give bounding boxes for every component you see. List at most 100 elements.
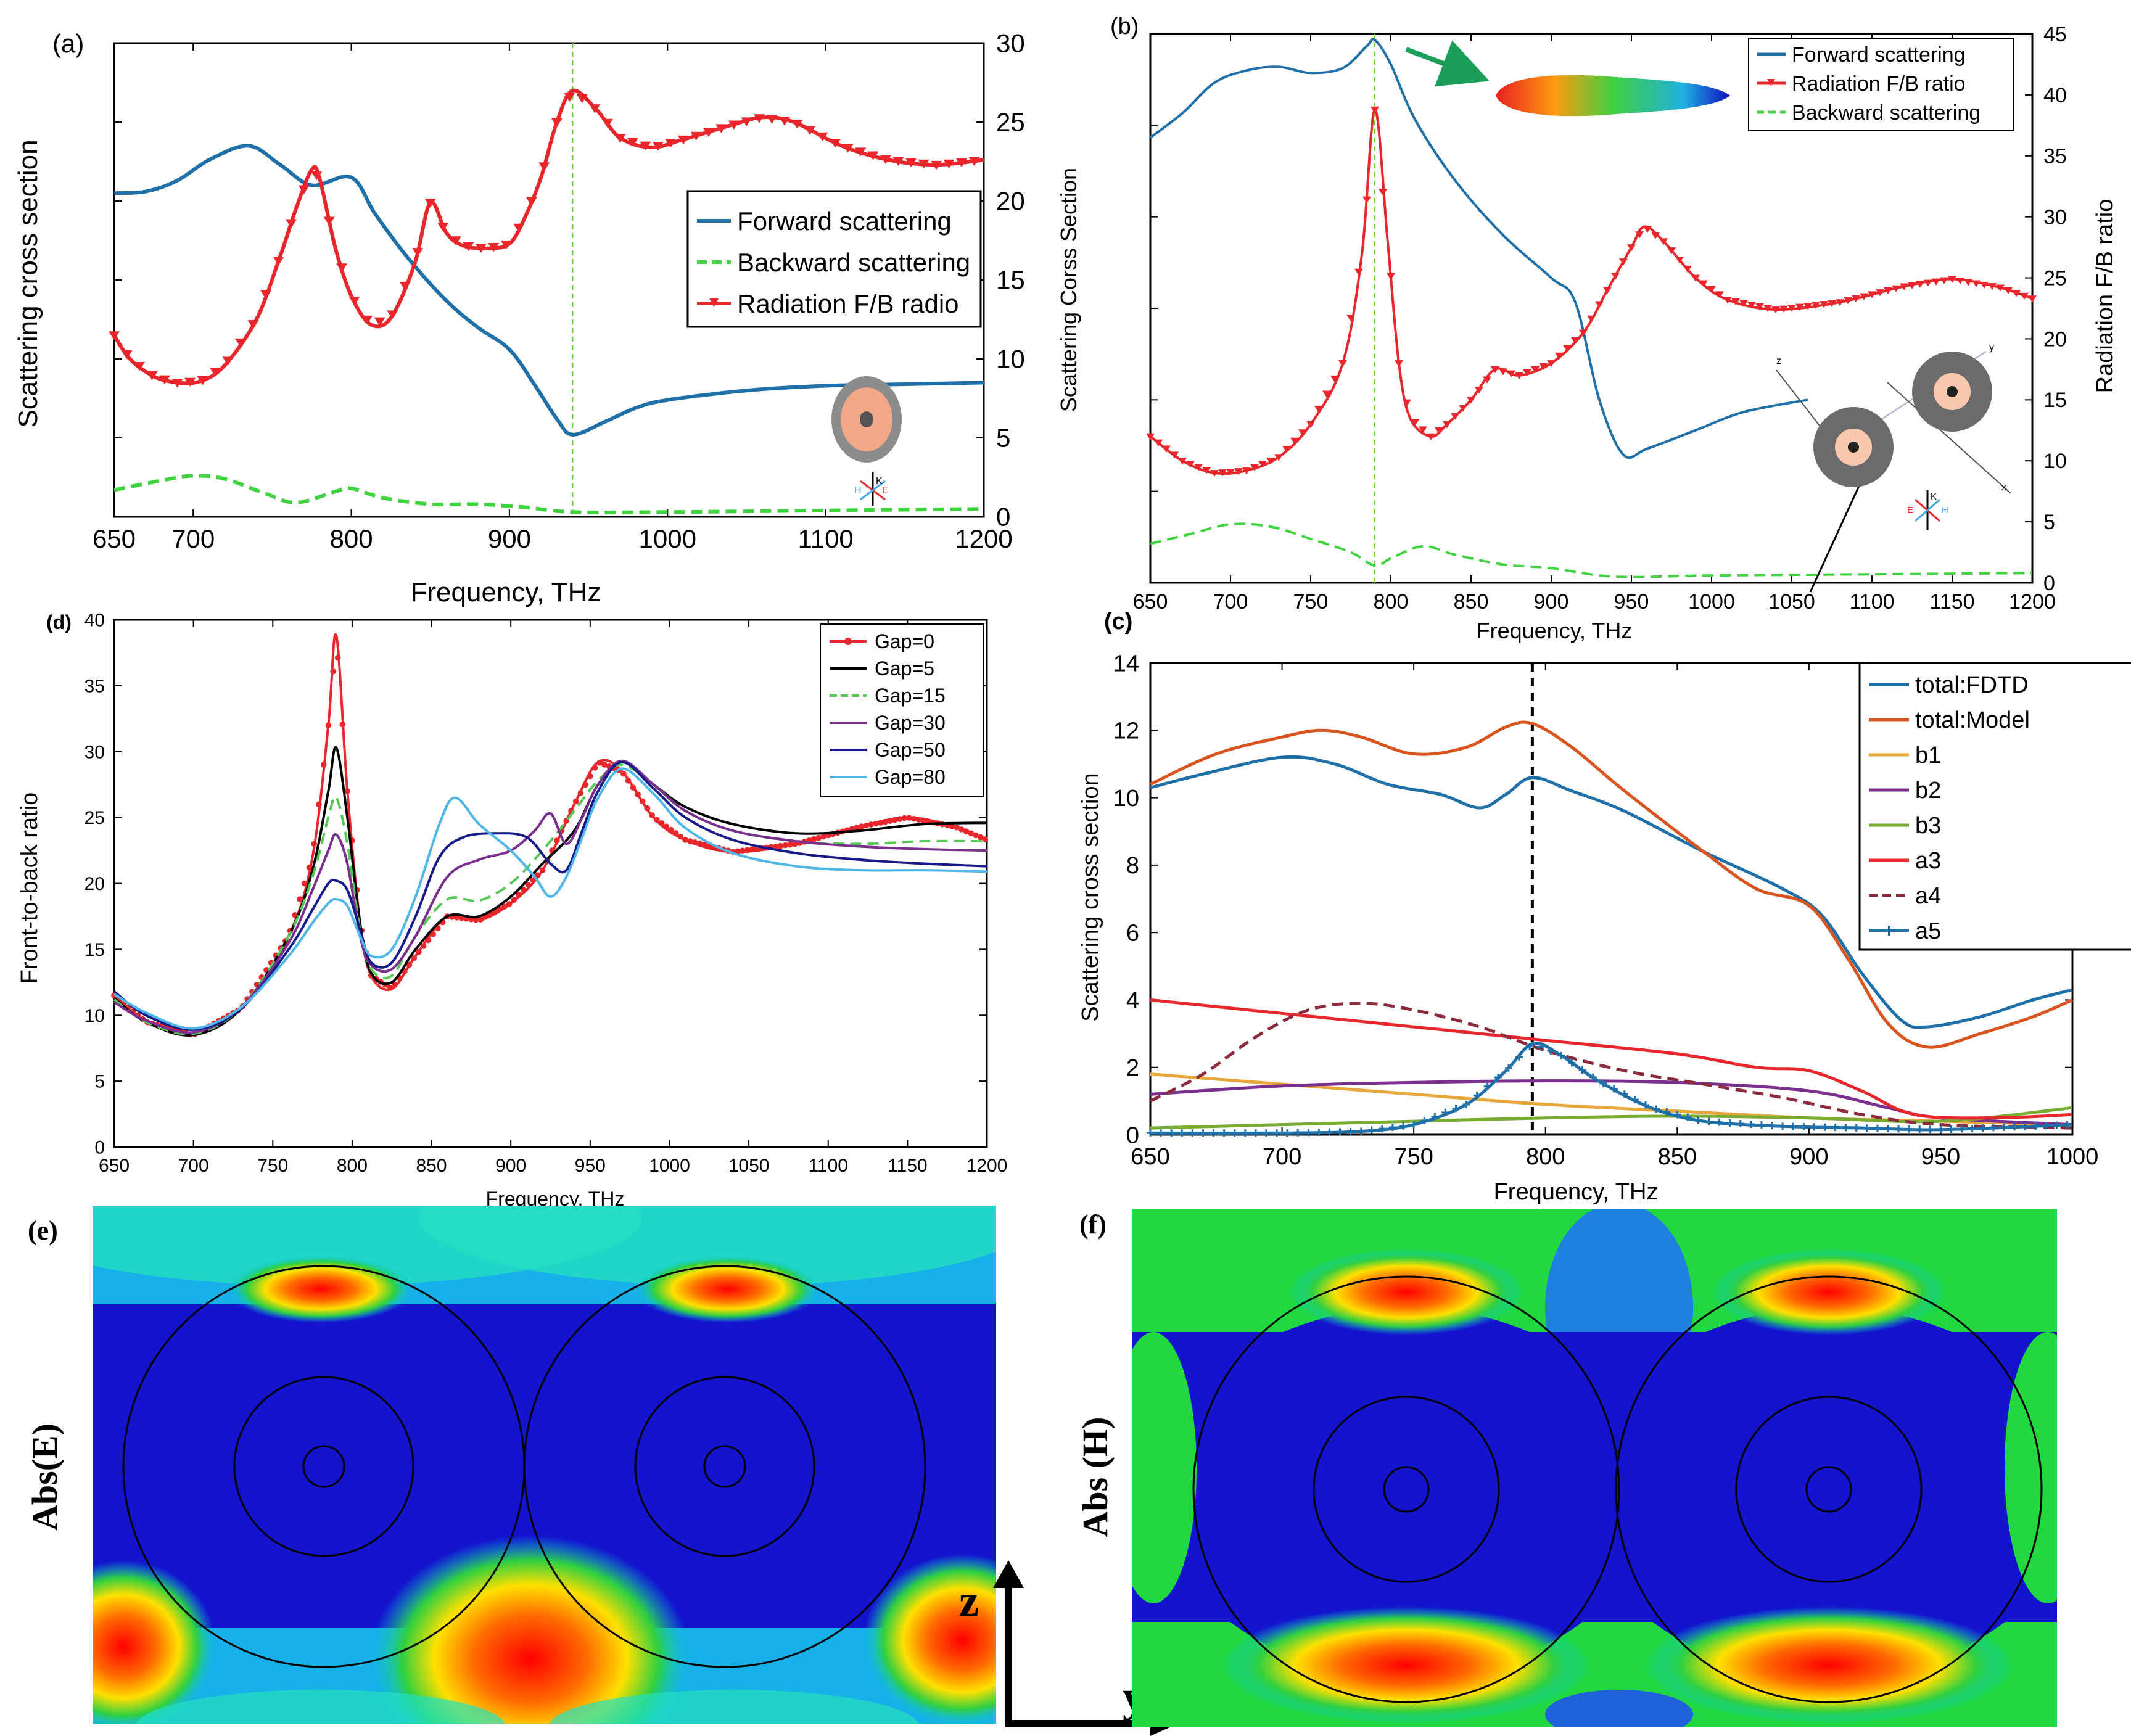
series-marker [339,721,346,728]
series-marker [1884,287,1892,295]
series-line-total-model [1149,720,2073,1049]
series-marker [1387,273,1395,281]
series-marker [791,841,798,847]
series-marker [1683,265,1692,273]
y-tick-label: 25 [84,808,105,828]
series-marker [306,865,313,871]
series-marker [728,120,740,130]
series-marker [1789,1122,1797,1130]
y-tick-label: 2 [1126,1055,1139,1081]
series-line-a4 [1149,1002,2073,1130]
series-marker [596,760,603,766]
series-marker [121,350,133,360]
series-marker [488,242,500,252]
series-line-backward-scattering [113,474,984,514]
series-marker [915,817,922,823]
series-line-total-fdtd [1150,755,2073,1029]
x-tick-label: 850 [1454,590,1489,614]
series-marker [425,937,432,944]
panel-b-legend: Forward scattering Radiation F/B ratio B… [1748,38,2014,131]
y-tick-label: 10 [2043,450,2067,473]
series-marker [1771,306,1780,314]
y-tick-label: 12 [1113,718,1139,744]
legend-c-label: a5 [1915,918,1941,944]
series-marker [1757,1121,1765,1129]
series-marker [1314,406,1323,413]
series-marker [1483,1082,1491,1090]
x-tick-label: 900 [488,524,531,553]
series-marker [348,296,360,306]
panel-f-side-label: Abs (H) [1075,1417,1115,1537]
y-tick-label: 6 [1126,920,1139,946]
series-marker [424,199,436,208]
series-marker [1694,1116,1702,1124]
y-tick-label: 0 [94,1138,105,1158]
series-marker [506,901,513,907]
series-marker [1362,196,1371,204]
series-marker [1836,299,1844,306]
series-marker [1926,1125,1934,1133]
panel-e: (e) Abs(E) [25,1206,996,1724]
series-marker [197,376,208,385]
series-marker [1892,285,1900,292]
y-tick-label: 35 [84,676,105,696]
panel-b-ylabel: Scattering Corss Section [1056,168,1081,412]
series-marker [1715,291,1724,298]
series-marker [210,368,221,377]
legend-c-label: b3 [1915,813,1941,839]
series-marker [2004,287,2013,295]
series-marker [1531,366,1540,374]
series-marker [1273,1129,1281,1137]
panel-c: (c) 650 700 750 800 850 900 950 1000 0 2 4 6 8 10 12 14… [1078,609,2131,1205]
series-marker [1336,1128,1344,1136]
series-marker [1234,468,1243,475]
series-marker [682,837,688,843]
series-marker [677,135,689,145]
series-marker [500,240,512,250]
series-marker [2032,1122,2040,1130]
series-marker [668,826,674,833]
series-marker [406,961,413,968]
series-marker [1691,274,1700,282]
x-tick-label: 800 [330,524,373,553]
series-marker [1346,1127,1354,1135]
series-marker [392,981,398,988]
series-marker [1947,1125,1955,1133]
series-marker [1467,397,1475,404]
inset-b-e: E [1907,505,1913,516]
series-marker [868,821,874,828]
series-marker [344,788,350,794]
series-marker [810,836,817,842]
panel-c-plot: 650 700 750 800 850 900 950 1000 0 2 4 6 8 10 12 14 [1113,651,2099,1170]
x-tick-label: 750 [257,1156,288,1176]
series-marker [1491,366,1499,374]
series-marker [577,790,584,796]
series-marker [630,784,637,791]
series-marker [644,805,651,812]
series-marker [1210,470,1219,477]
series-marker [1526,1042,1534,1050]
series-marker [564,93,575,102]
series-marker [325,722,332,728]
x-tick-label: 1000 [649,1156,690,1176]
panel-b-ylabel-right: Radiation F/B ratio [2092,199,2118,393]
series-marker [301,880,308,887]
series-marker [453,915,460,921]
series-marker [1354,268,1363,276]
series-marker [1787,305,1796,312]
series-marker [855,147,867,157]
series-marker [525,882,532,888]
series-marker [1739,300,1748,307]
series-marker [1226,469,1235,476]
series-marker [1611,273,1620,280]
y-tick-label: 4 [1126,988,1139,1014]
panel-d-label: (d) [46,611,72,633]
series-marker [696,840,703,847]
series-marker [691,839,698,845]
series-marker [477,916,484,923]
series-marker [553,837,560,844]
series-marker [1218,469,1227,477]
y-tick-label: 10 [1113,786,1139,812]
series-marker [1504,1064,1512,1072]
series-marker [450,236,461,245]
